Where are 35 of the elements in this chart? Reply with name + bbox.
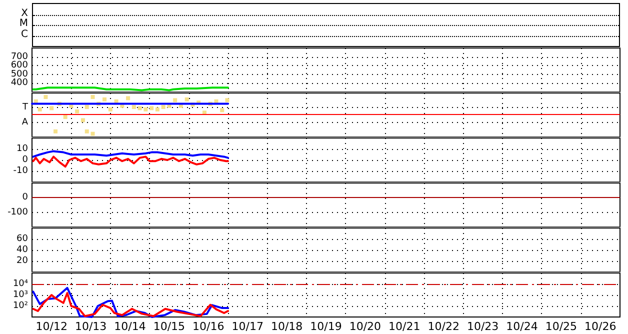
y-tick-label: -100 [8, 207, 28, 218]
x-tick-label: 10/18 [270, 320, 303, 333]
y-tick-label: 10³ [12, 290, 28, 300]
y-tick-label: 10² [12, 301, 28, 311]
y-tick-label: 0 [22, 192, 28, 203]
y-tick-label: 0 [22, 155, 28, 165]
x-tick-label: 10/15 [153, 320, 186, 333]
y-tick-label: 20 [16, 256, 28, 266]
x-tick-label: 10/23 [466, 320, 499, 333]
y-tick-label: 700 [10, 52, 28, 62]
x-tick-label: 10/25 [545, 320, 578, 333]
text: M [19, 18, 28, 30]
x-tick-label: 10/17 [232, 320, 264, 333]
text: X [21, 8, 28, 18]
x-tick-label: 10/22 [428, 320, 460, 333]
y-tick-label: 400 [10, 78, 28, 88]
x-tick-label: 10/16 [192, 320, 224, 333]
x-tick-label: 10/13 [74, 320, 107, 333]
x-tick-label: 10/24 [506, 320, 538, 333]
x-tick-label: 10/12 [36, 320, 68, 333]
text: A [22, 117, 29, 128]
y-tick-label: 500 [10, 69, 28, 80]
x-tick-label: 10/26 [584, 320, 616, 333]
y-tick-label: 600 [10, 60, 28, 71]
y-tick-label: -10 [13, 166, 28, 176]
y-tick-label: 10 [16, 144, 28, 154]
text: C [21, 28, 28, 40]
text: T [22, 102, 28, 113]
x-tick-label: 10/20 [349, 320, 382, 333]
y-tick-label: 40 [16, 245, 28, 255]
x-tick-label: 10/19 [310, 320, 342, 333]
y-tick-label: 60 [16, 234, 28, 244]
x-tick-label: 10/21 [388, 320, 420, 333]
x-tick-label: 10/14 [114, 320, 146, 333]
y-tick-label: 10⁴ [12, 279, 28, 289]
